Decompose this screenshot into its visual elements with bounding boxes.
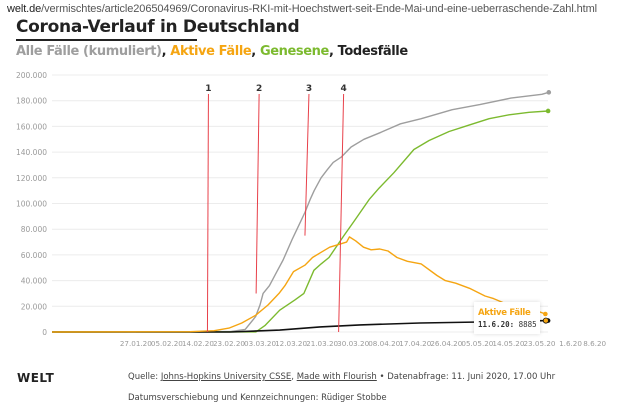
x-tick-label: 05.05.20	[461, 339, 493, 348]
legend-part: ,	[251, 44, 260, 59]
legend-part: Aktive Fälle	[170, 44, 252, 59]
y-tick-label: 120.000	[16, 174, 47, 183]
marker-line-2	[255, 93, 260, 294]
series-line-todesf-lle	[52, 319, 549, 333]
title-underline	[16, 39, 197, 41]
source-link-jhu[interactable]: Johns-Hopkins University CSSE	[160, 372, 292, 382]
x-tick-label: 1.6.20	[559, 339, 582, 348]
x-tick-label: 05.02.20	[151, 339, 183, 348]
chart-title: Corona-Verlauf in Deutschland	[16, 17, 300, 37]
x-tick-label: 26.04.20	[430, 339, 462, 348]
x-tick-label: 8.6.20	[583, 339, 606, 348]
series-end-point-genesene	[545, 108, 551, 114]
tooltip: Aktive Fälle 11.6.20: 8885	[474, 302, 540, 334]
tooltip-title: Aktive Fälle	[478, 308, 531, 318]
marker-label-2: 2	[256, 84, 262, 94]
source-note: Quelle: Johns-Hopkins University CSSE, M…	[128, 372, 555, 382]
line-chart: 0 20.000 40.000 60.000 80.000 100.000 120.000 1…	[16, 71, 607, 348]
tooltip-value: 11.6.20: 8885	[478, 320, 537, 329]
x-tick-label: 21.03.20	[306, 339, 338, 348]
legend-part: ,	[161, 44, 171, 59]
chart-subtitle-legend: Alle Fälle (kumuliert), Aktive Fälle, Ge…	[16, 44, 408, 59]
y-tick-label: 60.000	[21, 251, 47, 260]
series-line-aktive-f-lle	[51, 236, 546, 333]
x-tick-label: 14.05.20	[492, 339, 524, 348]
x-tick-label: 23.05.20	[523, 339, 555, 348]
marker-label-3: 3	[306, 84, 312, 94]
legend-part: ,	[328, 44, 338, 59]
x-tick-label: 17.04.20	[399, 339, 431, 348]
x-tick-label: 27.01.20	[120, 339, 152, 348]
credit-note: Datumsverschiebung und Kennzeichnungen: …	[128, 393, 387, 403]
y-tick-label: 20.000	[21, 302, 47, 311]
y-tick-label: 40.000	[21, 277, 47, 286]
legend-part: Todesfälle	[337, 44, 408, 59]
y-tick-label: 160.000	[16, 122, 47, 131]
source-link-flourish[interactable]: Made with Flourish	[296, 372, 377, 382]
tooltip-highlight-point	[542, 317, 549, 324]
y-tick-label: 200.000	[16, 71, 47, 80]
y-tick-label: 100.000	[16, 200, 47, 209]
marker-label-4: 4	[340, 84, 346, 94]
marker-label-1: 1	[205, 84, 211, 94]
x-tick-label: 03.03.20	[244, 339, 276, 348]
legend-part: Alle Fälle (kumuliert)	[16, 44, 162, 59]
legend-part: Genesene	[259, 44, 329, 59]
x-tick-label: 14.02.20	[182, 339, 214, 348]
y-tick-label: 140.000	[16, 148, 47, 157]
y-tick-label: 80.000	[21, 225, 47, 234]
marker-line-3	[304, 93, 310, 236]
welt-logo[interactable]: WELT	[17, 371, 55, 385]
marker-line-4	[338, 93, 345, 333]
series-lines	[51, 90, 552, 333]
series-end-point-alle-f-lle-kumuliert	[546, 90, 552, 95]
x-axis: 27.01.20 05.02.20 14.02.20 23.02.20 03.03.20…	[120, 339, 607, 348]
source-prefix: Quelle:	[128, 372, 161, 382]
tooltip-date: 11.6.20:	[478, 320, 515, 329]
y-tick-label: 180.000	[16, 97, 47, 106]
marker-line-1	[206, 93, 209, 333]
series-line-alle-f-lle-kumuliert	[51, 91, 549, 333]
annotation-markers: 1 2 3 4	[205, 84, 347, 333]
url-host: welt.de	[7, 3, 42, 15]
x-tick-label: 23.02.20	[213, 339, 245, 348]
grid-lines	[52, 74, 548, 333]
url-path: /vermischtes/article206504969/Coronaviru…	[41, 3, 597, 15]
url-bar[interactable]: welt.de/vermischtes/article206504969/Cor…	[7, 3, 597, 15]
y-axis: 0 20.000 40.000 60.000 80.000 100.000 120.000 1…	[16, 71, 47, 337]
x-tick-label: 12.03.20	[275, 339, 307, 348]
series-line-genesene	[51, 110, 549, 333]
y-tick-label: 0	[42, 328, 47, 337]
tooltip-number: 8885	[518, 320, 537, 329]
source-separator: ,	[291, 372, 297, 382]
data-retrieval-note: • Datenabfrage: 11. Juni 2020, 17.00 Uhr	[376, 372, 556, 382]
x-tick-label: 08.04.20	[368, 339, 400, 348]
x-tick-label: 30.03.20	[337, 339, 369, 348]
series-end-point-aktive-f-lle	[543, 311, 548, 317]
